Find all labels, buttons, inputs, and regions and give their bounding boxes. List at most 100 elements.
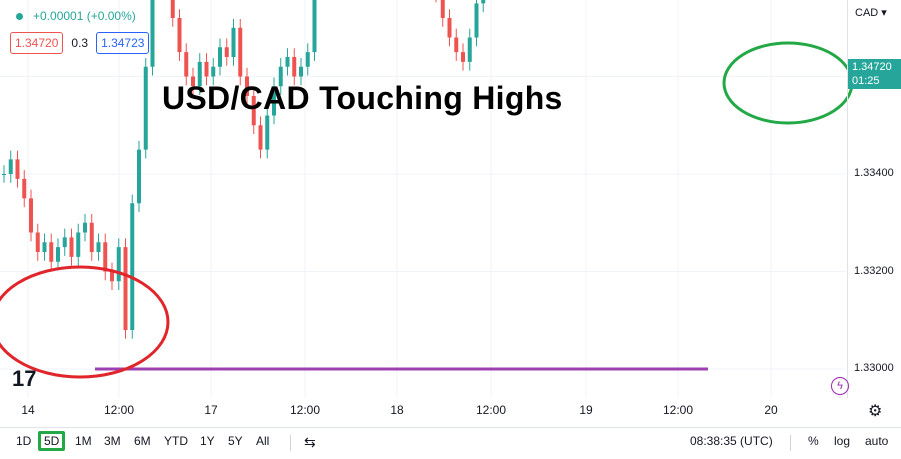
candle-body xyxy=(292,57,297,77)
candle-body xyxy=(42,242,47,252)
candle-body xyxy=(218,47,222,67)
candle-body xyxy=(461,52,465,62)
chevron-down-icon: ▾ xyxy=(881,7,887,19)
currency-label: CAD xyxy=(855,6,879,19)
candle-body xyxy=(49,242,54,262)
candle-body xyxy=(177,18,182,53)
candle-body xyxy=(265,115,270,150)
candle-body xyxy=(278,66,283,87)
candle-body xyxy=(197,61,202,87)
market-status-icon xyxy=(16,12,23,20)
candle-body xyxy=(467,37,472,62)
y-tick-label: 1.33200 xyxy=(854,264,894,277)
timeframe-1y[interactable]: 1Y xyxy=(200,434,215,448)
candle-body xyxy=(231,27,236,57)
y-tick-label: 1.33400 xyxy=(854,167,894,179)
candle-body xyxy=(224,47,229,57)
timeframe-1m[interactable]: 1M xyxy=(75,434,92,448)
candle-body xyxy=(103,242,108,272)
candle-body xyxy=(184,52,189,77)
x-tick-label: 12:00 xyxy=(103,403,135,417)
candle-body xyxy=(285,57,290,67)
x-tick-label: 12:00 xyxy=(475,403,507,417)
y-tick-label: 1.33000 xyxy=(854,362,894,374)
candle-body xyxy=(116,247,121,282)
candle-body xyxy=(245,76,249,96)
tradingview-logo: 17 xyxy=(12,366,37,391)
candle-body xyxy=(8,159,13,174)
candle-body xyxy=(123,247,128,330)
price-change: +0.00001 (+0.00%) xyxy=(33,9,136,23)
candle-body xyxy=(69,237,74,257)
candle-body xyxy=(474,3,479,38)
candle-body xyxy=(56,247,60,262)
timeframe-3m[interactable]: 3M xyxy=(104,434,121,448)
candle-body xyxy=(211,66,216,77)
highs-highlight-ellipse xyxy=(722,41,854,125)
candle-body xyxy=(137,149,141,204)
date-range-icon[interactable]: ⇆ xyxy=(304,434,316,450)
candle-body xyxy=(29,198,33,233)
divider xyxy=(790,435,791,451)
currency-selector[interactable]: CAD ▾ xyxy=(855,6,887,20)
candle-body xyxy=(35,232,40,252)
x-tick-label: 12:00 xyxy=(662,403,694,417)
x-tick-label: 19 xyxy=(579,403,593,417)
candle-body xyxy=(110,271,114,282)
log-toggle[interactable]: log xyxy=(834,434,851,448)
percent-toggle[interactable]: % xyxy=(808,434,819,448)
candle-body xyxy=(22,178,27,199)
timeframe-all[interactable]: All xyxy=(256,434,270,448)
candle-body xyxy=(251,96,256,126)
candle-body xyxy=(83,222,87,233)
current-price-label: 1.34720 01:25 xyxy=(848,59,901,89)
timeframe-1d[interactable]: 1D xyxy=(16,434,32,448)
bid-price[interactable]: 1.34720 xyxy=(10,32,64,54)
candle-body xyxy=(130,203,135,330)
x-tick-label: 12:00 xyxy=(289,403,321,417)
candle-body xyxy=(299,66,303,77)
x-tick-label: 20 xyxy=(764,403,778,417)
candle-body xyxy=(258,125,263,150)
lows-highlight-ellipse xyxy=(0,265,170,379)
price-axis[interactable]: 1.348001.346001.344001.342001.340001.338… xyxy=(847,0,901,398)
timeframe-5y[interactable]: 5Y xyxy=(228,434,243,448)
x-tick-label: 14 xyxy=(21,403,35,417)
candle-body xyxy=(96,242,101,252)
divider xyxy=(290,435,291,451)
candle-body xyxy=(312,0,317,53)
auto-toggle[interactable]: auto xyxy=(865,434,889,448)
candle-body xyxy=(191,76,195,87)
timeframe-ytd[interactable]: YTD xyxy=(164,434,188,448)
candle-body xyxy=(305,52,310,67)
candle-body xyxy=(440,0,445,18)
candle-body xyxy=(447,18,452,38)
utc-clock[interactable]: 08:38:35 (UTC) xyxy=(690,434,773,448)
candle-body xyxy=(481,0,486,4)
timeframe-5d[interactable]: 5D xyxy=(38,431,66,451)
candle-body xyxy=(170,0,175,18)
candle-body xyxy=(15,159,20,179)
candle-body xyxy=(150,0,155,67)
bottom-toolbar: ⇆ 08:38:35 (UTC) % log auto 1D 5D 1M 3M 6M YT… xyxy=(0,427,901,459)
x-tick-label: 18 xyxy=(390,403,404,417)
timeframe-6m[interactable]: 6M xyxy=(134,434,151,448)
legend-row: +0.00001 (+0.00%) xyxy=(10,6,136,26)
ask-price[interactable]: 1.34723 xyxy=(96,32,150,54)
x-tick-label: 17 xyxy=(204,403,218,417)
candle-body xyxy=(143,66,148,150)
candle-body xyxy=(272,86,276,116)
lightning-icon[interactable]: ϟ xyxy=(831,377,849,395)
gear-icon[interactable]: ⚙ xyxy=(868,403,883,420)
candle-body xyxy=(238,27,243,77)
bid-ask-row: 1.34720 0.3 1.34723 xyxy=(10,32,150,54)
annotation-title: USD/CAD Touching Highs xyxy=(162,80,563,116)
candle-body xyxy=(2,174,6,175)
candle-body xyxy=(454,37,459,53)
candle-body xyxy=(204,61,209,77)
current-price: 1.34720 xyxy=(852,61,892,73)
candle-body xyxy=(76,232,81,257)
candle-body xyxy=(89,222,94,252)
bar-countdown: 01:25 xyxy=(852,75,880,87)
